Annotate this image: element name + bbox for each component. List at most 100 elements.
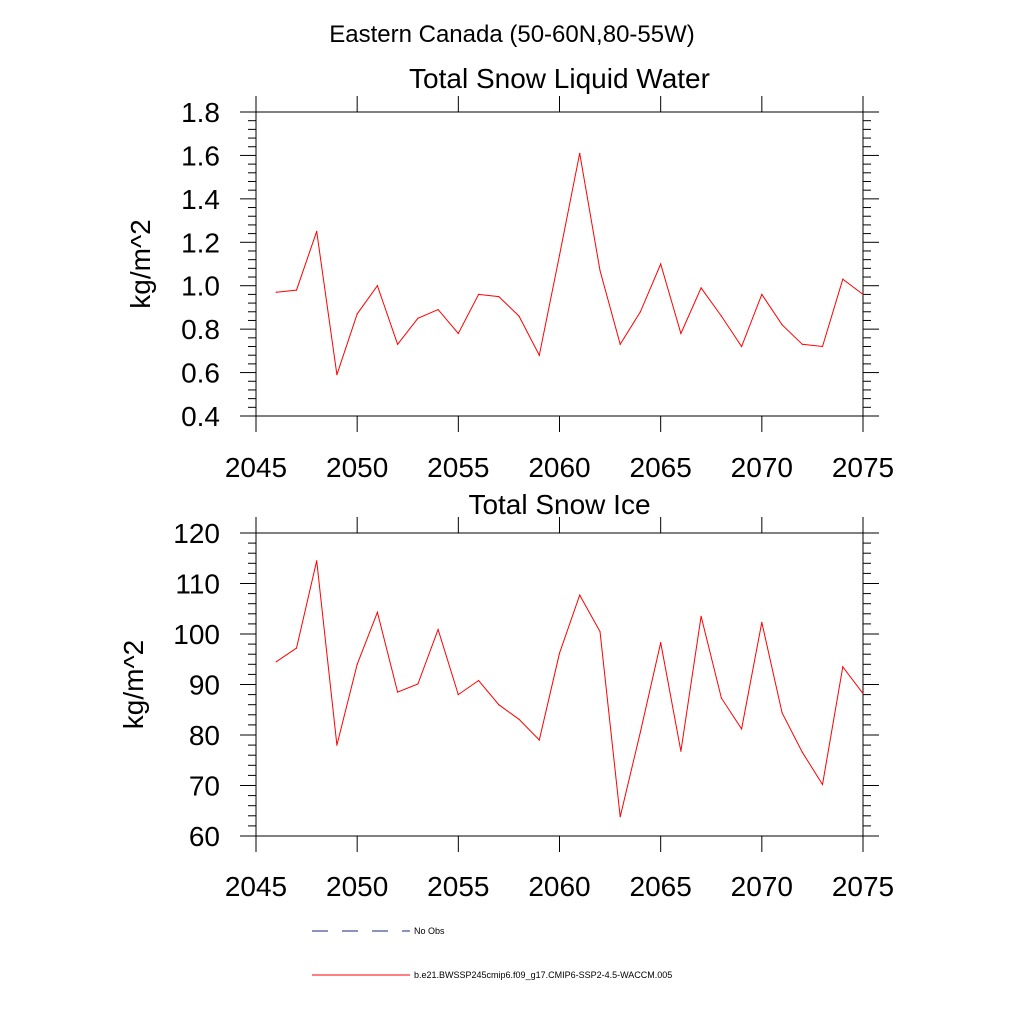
data-point <box>801 751 803 753</box>
data-point <box>417 317 419 319</box>
data-point <box>376 285 378 287</box>
series-line <box>275 560 864 817</box>
y-axis-label: kg/m^2 <box>118 640 149 729</box>
data-point <box>336 744 338 746</box>
main-title: Eastern Canada (50-60N,80-55W) <box>329 21 695 48</box>
panel-title: Total Snow Ice <box>468 489 650 520</box>
data-point <box>700 287 702 289</box>
legend: No Obs b.e21.BWSSP245cmip6.f09_g17.CMIP6… <box>312 926 672 980</box>
data-point <box>579 594 581 596</box>
data-point <box>437 309 439 311</box>
y-tick-label: 70 <box>189 771 220 802</box>
data-point <box>356 663 358 665</box>
x-tick-label: 2070 <box>731 452 793 483</box>
data-point <box>518 315 520 317</box>
data-point <box>295 647 298 649</box>
data-point <box>680 750 682 752</box>
x-tick-label: 2055 <box>427 452 489 483</box>
data-point <box>397 343 399 345</box>
x-tick-label: 2060 <box>528 871 590 902</box>
data-point <box>781 324 783 326</box>
x-tick-label: 2075 <box>832 871 894 902</box>
data-point <box>478 679 480 682</box>
y-tick-label: 1.4 <box>181 184 220 215</box>
x-tick-label: 2075 <box>832 452 894 483</box>
data-point <box>376 611 378 613</box>
data-point <box>336 374 338 376</box>
x-tick-label: 2045 <box>225 452 287 483</box>
x-tick-label: 2045 <box>225 871 287 902</box>
data-point <box>660 642 662 644</box>
data-point <box>801 343 803 345</box>
data-point <box>660 263 662 265</box>
y-axis-label: kg/m^2 <box>125 219 156 308</box>
data-point <box>761 621 763 624</box>
data-point <box>761 293 763 295</box>
data-point <box>437 628 439 631</box>
data-point <box>538 739 540 741</box>
data-point <box>356 313 358 315</box>
data-point <box>700 615 702 617</box>
data-point <box>275 291 277 293</box>
data-point <box>781 712 783 714</box>
x-tick-label: 2070 <box>731 871 793 902</box>
data-point <box>821 783 824 786</box>
data-point <box>478 293 480 295</box>
y-tick-label: 1.8 <box>181 97 220 128</box>
data-point <box>680 332 682 335</box>
data-point <box>741 345 743 348</box>
y-tick-label: 1.0 <box>181 271 220 302</box>
chart-panel-snow-liquid-water: Total Snow Liquid Water 2045 2050 2055 2060 2… <box>125 63 894 483</box>
y-tick-label: 1.2 <box>181 227 220 258</box>
data-point <box>457 332 459 335</box>
data-point <box>599 630 601 633</box>
data-point <box>498 296 500 298</box>
plot-frame <box>255 532 864 837</box>
data-point <box>862 693 864 695</box>
data-point <box>518 718 520 720</box>
data-point <box>316 560 318 562</box>
plot-frame <box>255 111 864 417</box>
data-point <box>862 293 864 295</box>
data-point <box>639 731 642 733</box>
data-point <box>558 254 561 256</box>
data-point <box>397 691 399 693</box>
y-tick-label: 1.6 <box>181 140 220 171</box>
data-point <box>639 311 642 313</box>
y-tick-label: 100 <box>173 619 220 650</box>
data-point <box>275 661 277 663</box>
data-point <box>619 816 621 818</box>
data-point <box>295 289 298 291</box>
x-tick-label: 2050 <box>326 452 388 483</box>
x-tick-label: 2065 <box>630 452 692 483</box>
x-tick-label: 2065 <box>630 871 692 902</box>
data-point <box>558 652 561 654</box>
data-point <box>417 683 419 685</box>
data-point <box>538 354 540 356</box>
y-tick-label: 60 <box>189 821 220 852</box>
data-point <box>619 343 621 345</box>
y-tick-label: 0.8 <box>181 314 220 345</box>
data-point <box>316 230 318 232</box>
data-point <box>741 728 743 730</box>
legend-label-model-run: b.e21.BWSSP245cmip6.f09_g17.CMIP6-SSP2-4… <box>414 970 672 980</box>
data-point <box>498 704 500 706</box>
x-tick-label: 2050 <box>326 871 388 902</box>
data-point <box>579 152 581 154</box>
chart-panel-snow-ice: Total Snow Ice 2045 2050 2055 2060 2065 2070 20… <box>118 489 894 902</box>
legend-label-no-obs: No Obs <box>414 926 445 936</box>
y-tick-label: 0.4 <box>181 401 220 432</box>
data-point <box>842 666 844 668</box>
data-point <box>720 315 723 317</box>
series-line <box>276 153 864 375</box>
data-point <box>720 697 723 699</box>
data-point <box>599 269 601 272</box>
y-tick-label: 110 <box>175 569 220 600</box>
panel-title: Total Snow Liquid Water <box>409 63 710 94</box>
y-tick-label: 90 <box>189 670 220 701</box>
data-point <box>457 694 459 696</box>
y-tick-label: 80 <box>189 720 220 751</box>
y-tick-label: 120 <box>173 518 220 549</box>
x-tick-label: 2055 <box>427 871 489 902</box>
